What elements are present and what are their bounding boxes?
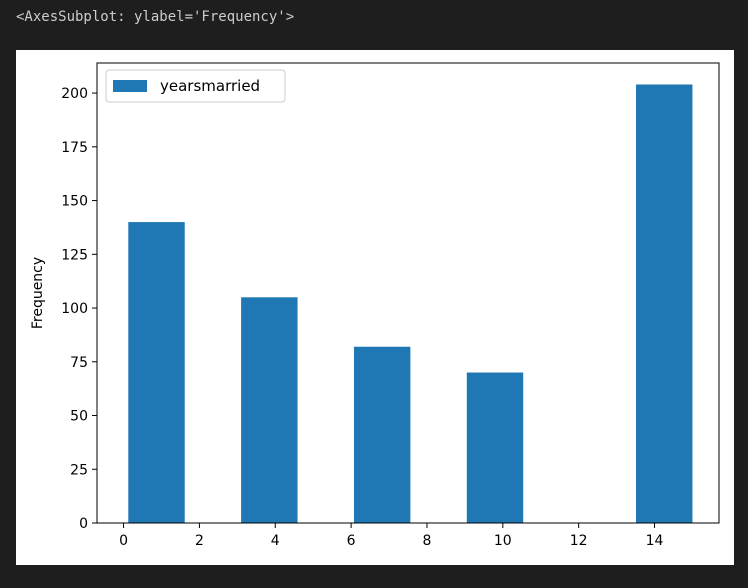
x-tick-label: 14 [646,533,664,549]
x-tick-label: 10 [494,533,512,549]
legend-label: yearsmarried [160,77,260,95]
histogram-bar-5 [636,84,693,523]
x-tick-label: 4 [271,533,280,549]
histogram-chart: 0 2 4 6 8 10 12 14 0 25 50 75 100 125 150 175 200 Frequ… [30,62,720,549]
y-tick-label: 0 [79,516,88,532]
bars-layer [128,84,693,523]
y-tick-label: 125 [61,247,88,263]
y-tick-label: 150 [61,194,88,210]
chart-figure: 0 2 4 6 8 10 12 14 0 25 50 75 100 125 150 175 200 Frequ… [16,50,734,565]
y-tick-label: 200 [61,86,88,102]
y-axis-label: Frequency [30,257,46,329]
x-tick-label: 0 [119,533,128,549]
x-tick-label: 6 [347,533,356,549]
histogram-bar-0 [128,222,185,523]
legend-box [105,69,286,103]
cell-output-repr: <AxesSubplot: ylabel='Frequency'> [16,9,295,25]
x-axis-ticks: 0 2 4 6 8 10 12 14 [119,523,664,549]
histogram-bar-2 [353,346,411,523]
x-tick-label: 2 [195,533,204,549]
legend: yearsmarried [105,69,286,103]
y-tick-label: 175 [61,140,88,156]
axes-frame [96,62,720,524]
y-tick-label: 100 [61,301,88,317]
x-tick-label: 12 [570,533,588,549]
x-tick-label: 8 [423,533,432,549]
legend-swatch [113,80,147,92]
y-tick-label: 75 [70,355,88,371]
y-tick-label: 25 [70,462,88,478]
y-axis-ticks: 0 25 50 75 100 125 150 175 200 [61,86,97,532]
histogram-bar-1 [241,297,298,523]
histogram-bar-3 [466,372,524,523]
y-tick-label: 50 [70,409,88,425]
